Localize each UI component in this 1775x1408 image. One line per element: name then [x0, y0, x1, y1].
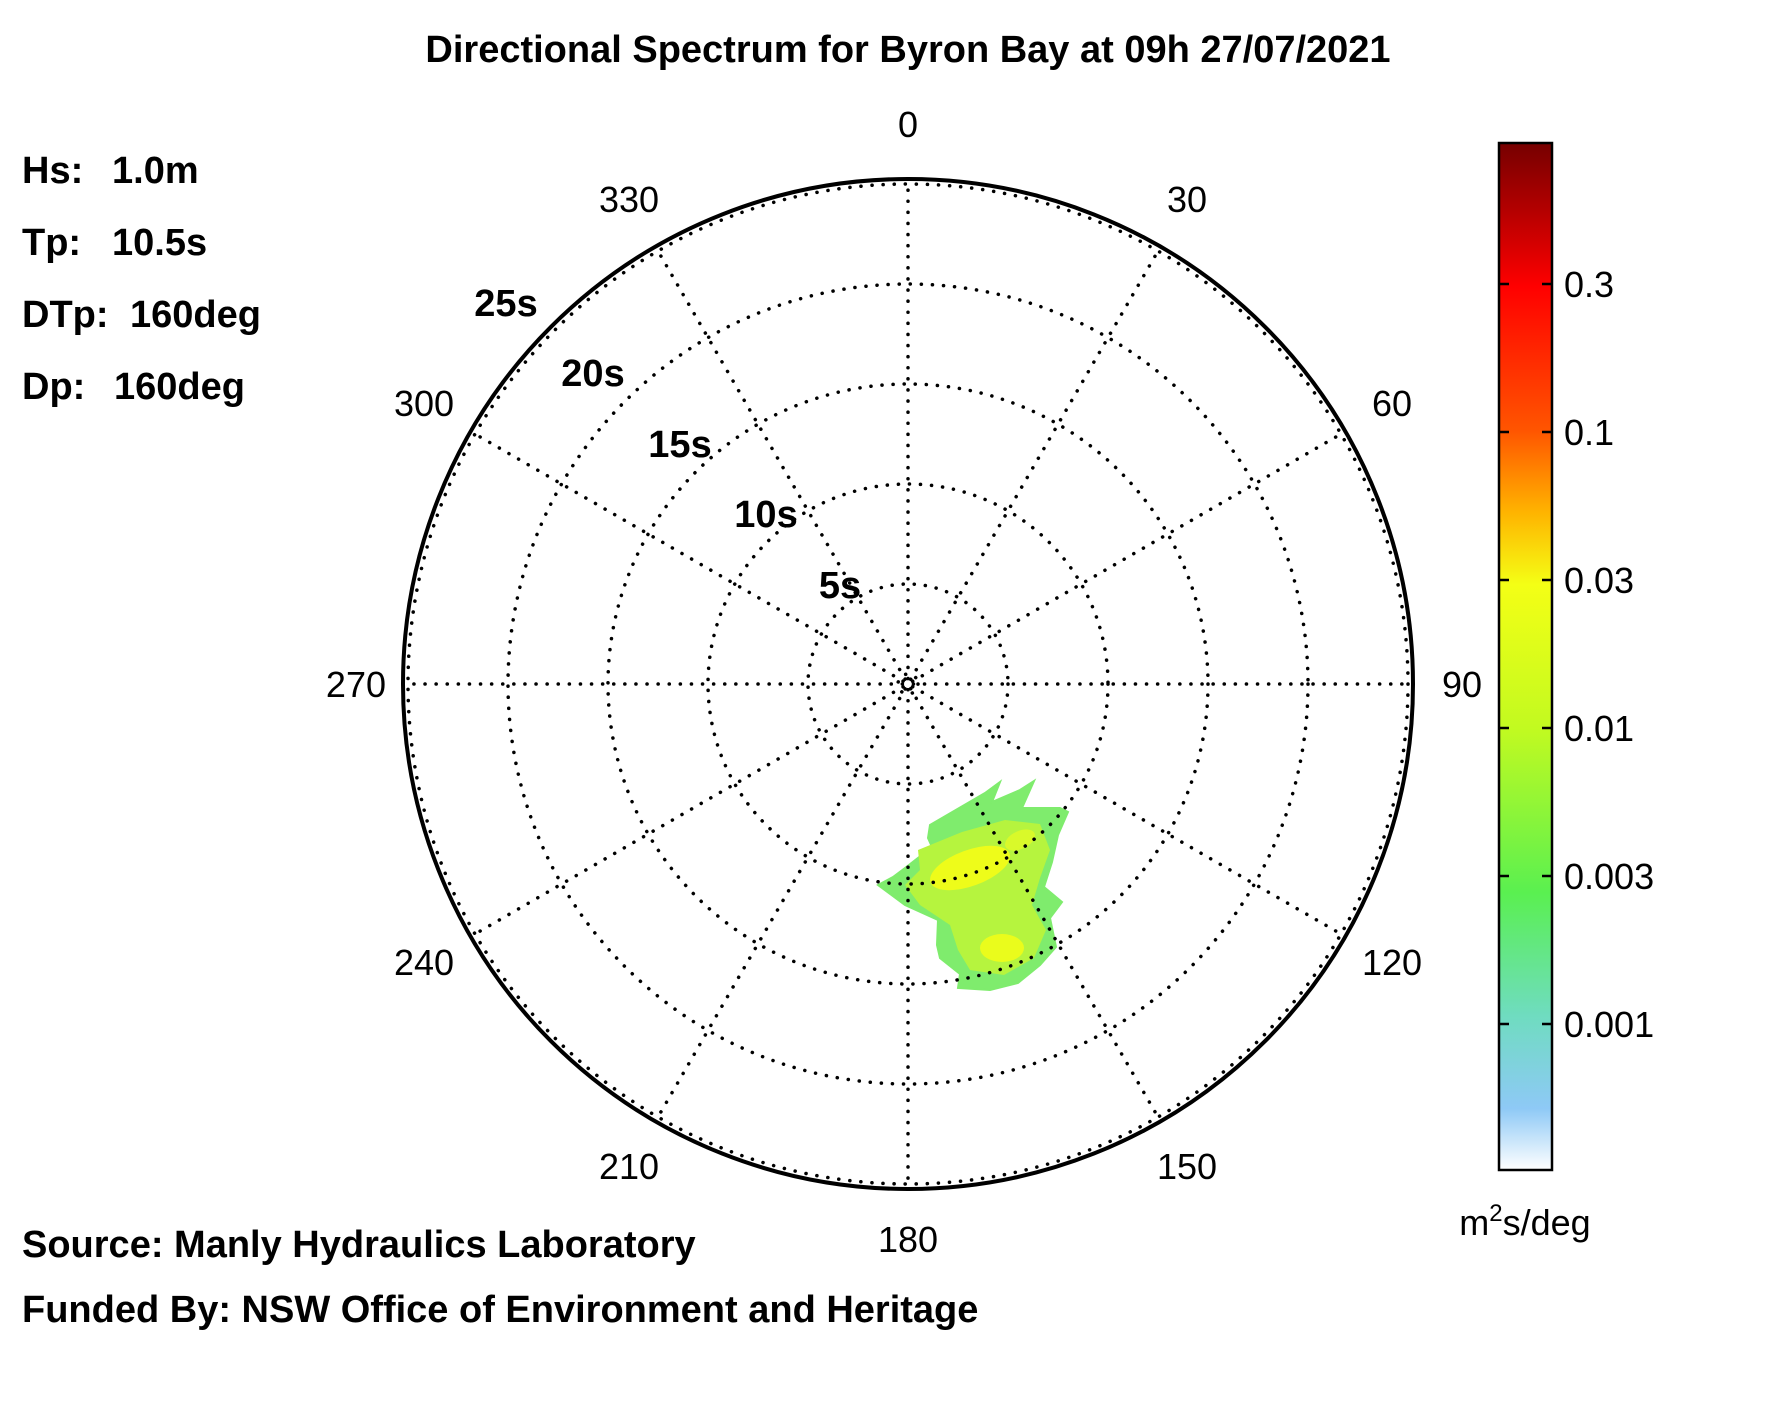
- stat-dp-value: 160deg: [114, 366, 245, 408]
- ring-label-10s: 10s: [734, 494, 797, 536]
- direction-labels: 0 30 60 90 120 150 180 210 240 270 300 3…: [326, 104, 1482, 1260]
- spoke-60-240: [468, 429, 1348, 939]
- stat-hs-value: 1.0m: [112, 150, 199, 192]
- period-ring-25s: [406, 182, 1410, 1186]
- direction-label-90: 90: [1442, 664, 1482, 705]
- energy-peak-lower: [980, 934, 1024, 962]
- radial-spoke-grid: [401, 177, 1415, 1191]
- period-ring-origin: [896, 672, 920, 696]
- colorbar-unit: m2s/deg: [1459, 1200, 1590, 1243]
- ring-label-20s: 20s: [561, 353, 624, 395]
- colorbar: 0.001 0.003 0.01 0.03 0.1 0.3 m2s/deg: [1459, 141, 1654, 1243]
- colorbar-label-0.01: 0.01: [1564, 708, 1634, 749]
- direction-label-210: 210: [599, 1146, 659, 1187]
- period-ring-15s: [606, 382, 1210, 986]
- stat-tp: Tp: 10.5s: [22, 222, 207, 264]
- ring-label-15s: 15s: [648, 424, 711, 466]
- period-ring-5s: [806, 582, 1010, 786]
- footer-source: Source: Manly Hydraulics Laboratory: [22, 1224, 696, 1266]
- colorbar-unit-suffix: s/deg: [1503, 1202, 1591, 1243]
- spoke-120-300: [468, 429, 1348, 939]
- colorbar-fill: [1497, 141, 1554, 1172]
- colorbar-label-0.003: 0.003: [1564, 856, 1654, 897]
- colorbar-unit-prefix: m: [1459, 1202, 1489, 1243]
- stats-block: Hs: 1.0m Tp: 10.5s DTp: 160deg Dp: 160de…: [22, 150, 261, 408]
- colorbar-label-0.001: 0.001: [1564, 1004, 1654, 1045]
- colorbar-tick-labels: 0.001 0.003 0.01 0.03 0.1 0.3: [1564, 264, 1654, 1045]
- stat-dtp-value: 160deg: [130, 294, 261, 336]
- energy-peak-mid: [1005, 829, 1035, 851]
- direction-label-0: 0: [898, 104, 918, 145]
- chart-title: Directional Spectrum for Byron Bay at 09…: [425, 29, 1390, 71]
- stat-dp-label: Dp:: [22, 366, 85, 408]
- spoke-150-330: [653, 244, 1163, 1124]
- direction-label-60: 60: [1372, 383, 1412, 424]
- stat-tp-value: 10.5s: [112, 222, 207, 264]
- energy-peak-upper: [930, 845, 1010, 891]
- colorbar-label-0.03: 0.03: [1564, 560, 1634, 601]
- spoke-30-210: [653, 244, 1163, 1124]
- direction-label-30: 30: [1167, 179, 1207, 220]
- period-ring-10s: [706, 482, 1110, 886]
- colorbar-unit-sup: 2: [1489, 1200, 1502, 1227]
- period-ring-20s: [506, 282, 1310, 1086]
- footer-funded: Funded By: NSW Office of Environment and…: [22, 1289, 978, 1331]
- ring-label-5s: 5s: [819, 565, 861, 607]
- energy-region: [876, 778, 1070, 992]
- period-ring-labels: 5s 10s 15s 20s 25s: [474, 283, 861, 607]
- direction-label-240: 240: [394, 942, 454, 983]
- period-ring-grid: [406, 182, 1410, 1186]
- stat-dp: Dp: 160deg: [22, 366, 245, 408]
- stat-tp-label: Tp:: [22, 222, 81, 264]
- stat-hs: Hs: 1.0m: [22, 150, 199, 192]
- direction-label-120: 120: [1362, 942, 1422, 983]
- direction-label-150: 150: [1157, 1146, 1217, 1187]
- stat-dtp-label: DTp:: [22, 294, 109, 336]
- stat-dtp: DTp: 160deg: [22, 294, 261, 336]
- stat-hs-label: Hs:: [22, 150, 83, 192]
- direction-label-180: 180: [878, 1219, 938, 1260]
- direction-label-300: 300: [394, 383, 454, 424]
- direction-label-270: 270: [326, 664, 386, 705]
- ring-label-25s: 25s: [474, 283, 537, 325]
- colorbar-label-0.3: 0.3: [1564, 264, 1614, 305]
- direction-label-330: 330: [599, 179, 659, 220]
- polar-plot: 0 30 60 90 120 150 180 210 240 270 300 3…: [326, 104, 1482, 1260]
- colorbar-ticks: [1499, 282, 1552, 1026]
- colorbar-label-0.1: 0.1: [1564, 412, 1614, 453]
